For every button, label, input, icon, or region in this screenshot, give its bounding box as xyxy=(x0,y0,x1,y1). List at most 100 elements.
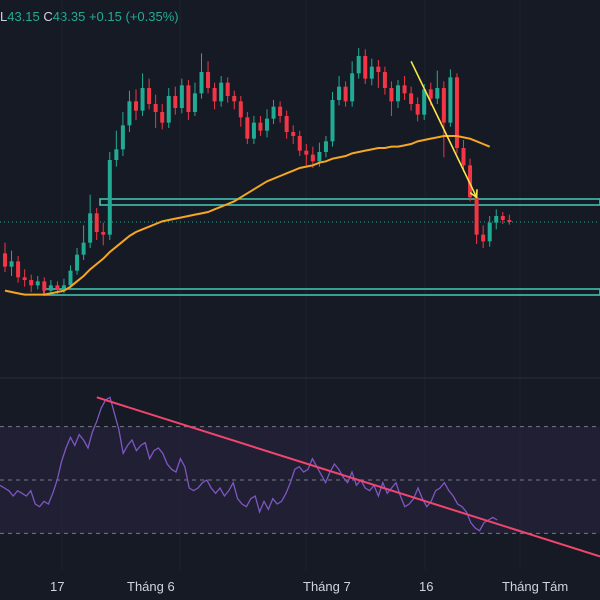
candle-body xyxy=(441,88,446,123)
candle-body xyxy=(81,242,86,255)
candle-body xyxy=(500,216,505,220)
candle-body xyxy=(468,165,473,198)
candle-body xyxy=(232,96,237,102)
candle-body xyxy=(55,285,60,290)
rsi-panel xyxy=(0,396,600,558)
x-tick-label: Tháng 7 xyxy=(303,579,351,594)
support-level-box xyxy=(43,288,600,296)
x-tick-label: Tháng Tám xyxy=(502,579,568,594)
change-percent: (+0.35%) xyxy=(125,9,179,24)
candle-body xyxy=(166,96,171,123)
close-label: C xyxy=(43,9,53,24)
candle-body xyxy=(337,86,342,100)
candle-body xyxy=(35,281,40,286)
candle-body xyxy=(75,254,80,271)
candle-body xyxy=(330,100,335,142)
candle-body xyxy=(507,220,512,222)
candle-body xyxy=(422,89,427,115)
candle-body xyxy=(88,213,93,243)
low-value: 43.15 xyxy=(7,9,40,24)
candle-body xyxy=(382,72,387,88)
candle-body xyxy=(297,136,302,151)
change-value: +0.15 xyxy=(88,9,122,24)
candle-body xyxy=(304,150,309,155)
candle-body xyxy=(415,104,420,115)
candle-body xyxy=(101,232,106,235)
candle-body xyxy=(219,82,224,102)
candle-body xyxy=(278,106,283,116)
x-tick-label: Tháng 6 xyxy=(127,579,175,594)
moving-average xyxy=(4,135,491,296)
candle-body xyxy=(127,101,132,126)
candle-body xyxy=(153,104,158,112)
support-level-box xyxy=(99,198,600,206)
candle-body xyxy=(350,73,355,102)
candle-body xyxy=(94,213,99,232)
candle-body xyxy=(310,154,315,162)
candle-body xyxy=(402,85,407,94)
candle-body xyxy=(173,96,178,108)
candle-body xyxy=(16,261,21,278)
candle-body xyxy=(3,253,7,267)
candle-body xyxy=(454,77,459,148)
candle-body xyxy=(186,85,191,112)
candle-body xyxy=(317,152,322,162)
candle-body xyxy=(134,101,138,111)
candle-body xyxy=(291,132,296,136)
candle-body xyxy=(42,281,47,291)
candle-body xyxy=(494,216,499,223)
candle-body xyxy=(179,85,184,108)
candle-body xyxy=(356,56,361,74)
candle-body xyxy=(389,88,394,102)
candle-body xyxy=(323,141,328,152)
candle-body xyxy=(160,112,165,123)
trendline xyxy=(410,60,478,198)
candle-body xyxy=(68,270,73,286)
candle-body xyxy=(120,125,125,150)
candle-body xyxy=(225,82,230,96)
candle-body xyxy=(114,149,119,160)
close-value: 43.35 xyxy=(52,9,86,24)
candle-body xyxy=(409,93,414,104)
candle-body xyxy=(245,117,250,139)
candle-body xyxy=(251,122,256,139)
ohlc-legend: L43.15 C43.35 +0.15 (+0.35%) xyxy=(0,9,179,24)
candle-body xyxy=(199,72,204,94)
candle-body xyxy=(192,93,197,112)
candle-body xyxy=(271,106,276,119)
trendlines xyxy=(410,60,478,199)
candle-body xyxy=(435,88,440,99)
candle-body xyxy=(428,89,433,99)
candle-body xyxy=(369,66,374,79)
candle-body xyxy=(343,86,348,102)
candle-body xyxy=(61,285,66,290)
candle-body xyxy=(140,88,145,111)
x-tick-label: 17 xyxy=(50,579,64,594)
candle-body xyxy=(48,285,53,291)
low-label: L xyxy=(0,9,8,24)
candle-body xyxy=(258,122,263,131)
x-tick-label: 16 xyxy=(419,579,433,594)
candle-body xyxy=(212,88,217,102)
candle-body xyxy=(107,160,112,235)
candle-body xyxy=(265,118,269,131)
candle-body xyxy=(376,66,381,72)
candle-body xyxy=(238,101,243,118)
x-axis: 17 Tháng 6 Tháng 7 16 Tháng Tám xyxy=(50,579,568,594)
trendline-arrowhead xyxy=(469,189,478,199)
candle-body xyxy=(448,77,453,123)
candle-body xyxy=(481,234,486,242)
candle-body xyxy=(363,56,368,79)
candle-body xyxy=(206,72,211,88)
candle-body xyxy=(9,261,14,267)
candle-body xyxy=(474,197,479,235)
candle-body xyxy=(396,85,400,102)
ma-line xyxy=(4,135,491,296)
candle-body xyxy=(29,280,34,286)
rsi-trendline xyxy=(96,396,600,558)
candle-body xyxy=(147,88,152,104)
candle-body xyxy=(22,277,27,280)
candle-body xyxy=(487,222,492,242)
